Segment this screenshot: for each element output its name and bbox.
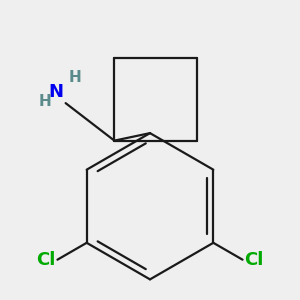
Text: Cl: Cl [244,251,264,269]
Text: Cl: Cl [36,251,56,269]
Text: H: H [69,70,81,85]
Text: H: H [39,94,51,109]
Text: N: N [49,83,64,101]
